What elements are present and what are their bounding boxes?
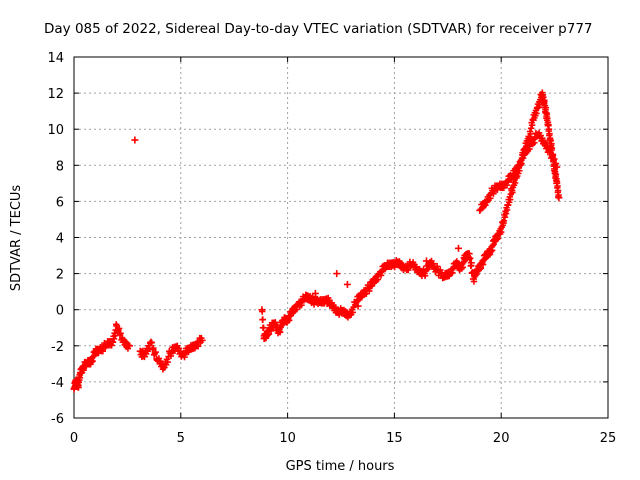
y-tick-label: 8 [56, 159, 64, 174]
data-point [197, 338, 204, 346]
y-tick-label: 6 [56, 195, 64, 210]
data-point [499, 222, 507, 229]
data-point [449, 269, 456, 276]
y-tick-label: -6 [51, 412, 64, 427]
data-point [374, 276, 382, 283]
data-point [333, 270, 341, 278]
data-point [343, 280, 351, 288]
data-point [259, 308, 266, 315]
data-point [309, 293, 316, 300]
data-point [109, 338, 117, 346]
data-point [546, 144, 553, 151]
data-point [421, 272, 429, 280]
y-tick-label: 4 [56, 232, 64, 247]
x-tick-label: 5 [177, 431, 185, 446]
y-tick-label: -2 [51, 340, 64, 355]
y-tick-label: 0 [56, 304, 64, 319]
data-point [503, 181, 511, 189]
data-point [500, 184, 508, 192]
data-point [377, 272, 385, 279]
data-point [454, 244, 462, 252]
data-point [148, 339, 155, 346]
x-axis-label: GPS time / hours [286, 459, 395, 474]
data-point [115, 325, 123, 332]
data-point [405, 266, 412, 274]
y-tick-label: 12 [47, 87, 64, 102]
y-tick-label: 14 [47, 51, 64, 66]
data-point [539, 135, 546, 142]
data-point [393, 261, 401, 269]
data-point [124, 345, 132, 352]
data-point [507, 196, 514, 203]
data-point [490, 190, 497, 197]
data-point [298, 301, 305, 309]
data-point [152, 348, 159, 356]
data-point [542, 104, 549, 111]
data-point [131, 136, 139, 144]
data-point [494, 186, 501, 193]
grid [74, 57, 608, 418]
y-tick-label: -4 [51, 376, 64, 391]
data-point [99, 348, 107, 355]
data-point [331, 304, 339, 311]
data-point [527, 125, 535, 132]
data-point [425, 264, 433, 271]
y-tick-label: 10 [47, 123, 64, 138]
data-point [528, 121, 536, 129]
data-point [487, 195, 494, 202]
data-point [349, 309, 356, 316]
data-point [344, 314, 352, 321]
data-point [526, 133, 533, 141]
data-point [413, 263, 420, 271]
data-point [531, 139, 538, 146]
chart-title: Day 085 of 2022, Sidereal Day-to-day VTE… [44, 21, 593, 37]
data-point [181, 353, 188, 361]
data-point [517, 161, 524, 169]
data-point [125, 342, 132, 349]
data-point [351, 301, 359, 309]
data-point [164, 358, 171, 366]
data-point [158, 360, 166, 368]
data-point [260, 324, 267, 331]
data-point [527, 130, 534, 138]
data-point [519, 154, 527, 162]
data-point [293, 306, 300, 313]
data-point [501, 213, 509, 221]
data-point [549, 151, 556, 158]
data-point [468, 262, 475, 269]
x-tick-label: 15 [386, 431, 403, 446]
data-point [552, 160, 560, 167]
data-point [467, 255, 474, 262]
data-point [551, 155, 558, 163]
data-point [338, 310, 345, 317]
data-point [259, 316, 266, 323]
x-tick-label: 25 [600, 431, 617, 446]
x-tick-label: 20 [493, 431, 510, 446]
data-point [167, 352, 175, 360]
data-point [108, 342, 115, 349]
data-point [194, 343, 202, 350]
data-point [500, 217, 508, 225]
y-axis-label: SDTVAR / TECUs [9, 185, 24, 292]
data-point [555, 191, 562, 199]
data-point [150, 344, 157, 352]
data-point [503, 206, 511, 214]
data-point [502, 210, 510, 217]
data-point [112, 321, 120, 328]
data-series [70, 89, 563, 393]
data-point [117, 330, 124, 337]
x-tick-label: 0 [70, 431, 78, 446]
data-point [482, 202, 489, 209]
data-point [526, 145, 533, 153]
data-point [542, 139, 549, 146]
y-tick-label: 2 [56, 268, 64, 283]
x-tick-label: 10 [279, 431, 296, 446]
axis-ticks: 0 5 10 15 20 25 -6 -4 -2 0 2 4 6 8 10 12 14 [47, 51, 616, 446]
data-point [514, 167, 521, 174]
data-point [110, 335, 118, 343]
data-point [198, 334, 205, 342]
